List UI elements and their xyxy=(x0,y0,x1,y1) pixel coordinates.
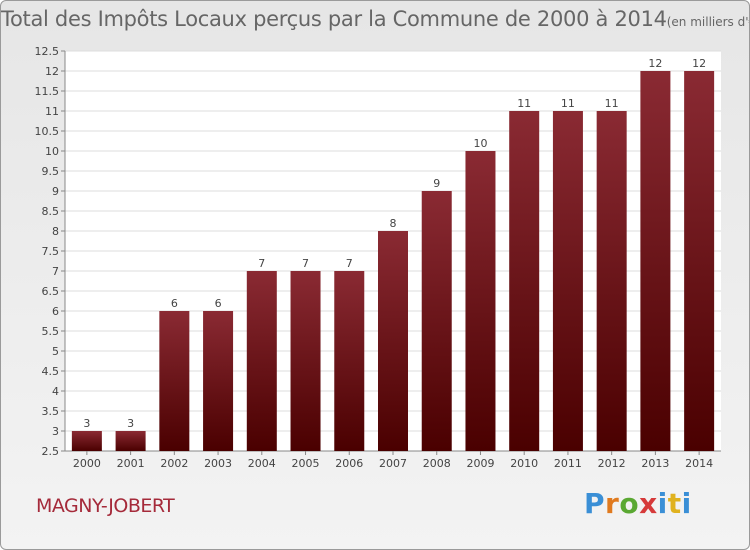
y-tick-label: 2.5 xyxy=(42,445,60,458)
title-text: Total des Impôts Locaux perçus par la Co… xyxy=(1,7,667,31)
bar-value-label: 12 xyxy=(692,57,706,70)
x-tick-label: 2000 xyxy=(73,457,101,470)
y-tick-label: 7 xyxy=(52,265,59,278)
y-tick-label: 6.5 xyxy=(42,285,60,298)
x-tick-label: 2013 xyxy=(641,457,669,470)
y-tick-label: 4 xyxy=(52,385,59,398)
y-tick-label: 5 xyxy=(52,345,59,358)
bar-value-label: 9 xyxy=(433,177,440,190)
bar xyxy=(159,311,190,451)
bar xyxy=(378,231,408,451)
bar xyxy=(421,191,452,451)
y-tick-label: 10.5 xyxy=(35,125,60,138)
x-tick-label: 2003 xyxy=(204,457,232,470)
bar xyxy=(203,311,234,451)
x-tick-label: 2010 xyxy=(510,457,538,470)
bar-value-label: 11 xyxy=(517,97,531,110)
bar-value-label: 12 xyxy=(648,57,662,70)
x-tick-label: 2002 xyxy=(160,457,188,470)
x-tick-label: 2007 xyxy=(379,457,407,470)
bar-value-label: 7 xyxy=(346,257,353,270)
bar-value-label: 8 xyxy=(390,217,397,230)
x-tick-label: 2009 xyxy=(466,457,494,470)
title-unit: (en milliers d'€) xyxy=(666,15,749,29)
logo-letter: t xyxy=(667,487,682,520)
y-tick-label: 10 xyxy=(45,145,59,158)
logo-letter: x xyxy=(639,487,658,520)
bar-value-label: 7 xyxy=(258,257,265,270)
logo-letter: o xyxy=(619,487,640,520)
x-tick-label: 2012 xyxy=(598,457,626,470)
bar xyxy=(684,71,715,451)
x-tick-label: 2011 xyxy=(554,457,582,470)
y-tick-label: 4.5 xyxy=(42,365,60,378)
bar-value-label: 11 xyxy=(605,97,619,110)
bar xyxy=(596,111,627,451)
bar xyxy=(115,431,146,451)
y-tick-label: 12.5 xyxy=(35,45,60,58)
bar-value-label: 3 xyxy=(127,417,134,430)
y-tick-label: 3 xyxy=(52,425,59,438)
bar xyxy=(334,271,365,451)
bar-value-label: 11 xyxy=(561,97,575,110)
x-tick-label: 2004 xyxy=(248,457,276,470)
bar-value-label: 7 xyxy=(302,257,309,270)
proxiti-logo: Proxiti xyxy=(584,487,692,520)
bar-value-label: 6 xyxy=(171,297,178,310)
bar xyxy=(552,111,583,451)
y-tick-label: 9 xyxy=(52,185,59,198)
bar-value-label: 3 xyxy=(83,417,90,430)
x-tick-label: 2008 xyxy=(423,457,451,470)
commune-name: MAGNY-JOBERT xyxy=(36,495,175,517)
y-tick-label: 12 xyxy=(45,65,59,78)
bar xyxy=(71,431,102,451)
y-tick-label: 7.5 xyxy=(42,245,60,258)
y-tick-label: 11.5 xyxy=(35,85,60,98)
logo-letter: i xyxy=(681,487,692,520)
y-tick-label: 11 xyxy=(45,105,59,118)
bar-value-label: 10 xyxy=(473,137,487,150)
y-tick-label: 9.5 xyxy=(42,165,60,178)
x-tick-label: 2005 xyxy=(292,457,320,470)
y-tick-label: 8.5 xyxy=(42,205,60,218)
bar xyxy=(465,151,496,451)
logo-letter: P xyxy=(584,487,606,520)
x-tick-label: 2001 xyxy=(117,457,145,470)
logo-letter: i xyxy=(657,487,668,520)
y-tick-label: 8 xyxy=(52,225,59,238)
bar xyxy=(246,271,277,451)
chart-title: Total des Impôts Locaux perçus par la Co… xyxy=(1,7,749,31)
y-tick-label: 3.5 xyxy=(42,405,60,418)
bar xyxy=(290,271,321,451)
bar-value-label: 6 xyxy=(215,297,222,310)
x-tick-label: 2006 xyxy=(335,457,363,470)
y-tick-label: 5.5 xyxy=(42,325,60,338)
x-tick-label: 2014 xyxy=(685,457,713,470)
bar xyxy=(640,71,671,451)
logo-letter: r xyxy=(605,487,620,520)
y-tick-label: 6 xyxy=(52,305,59,318)
bar xyxy=(509,111,540,451)
